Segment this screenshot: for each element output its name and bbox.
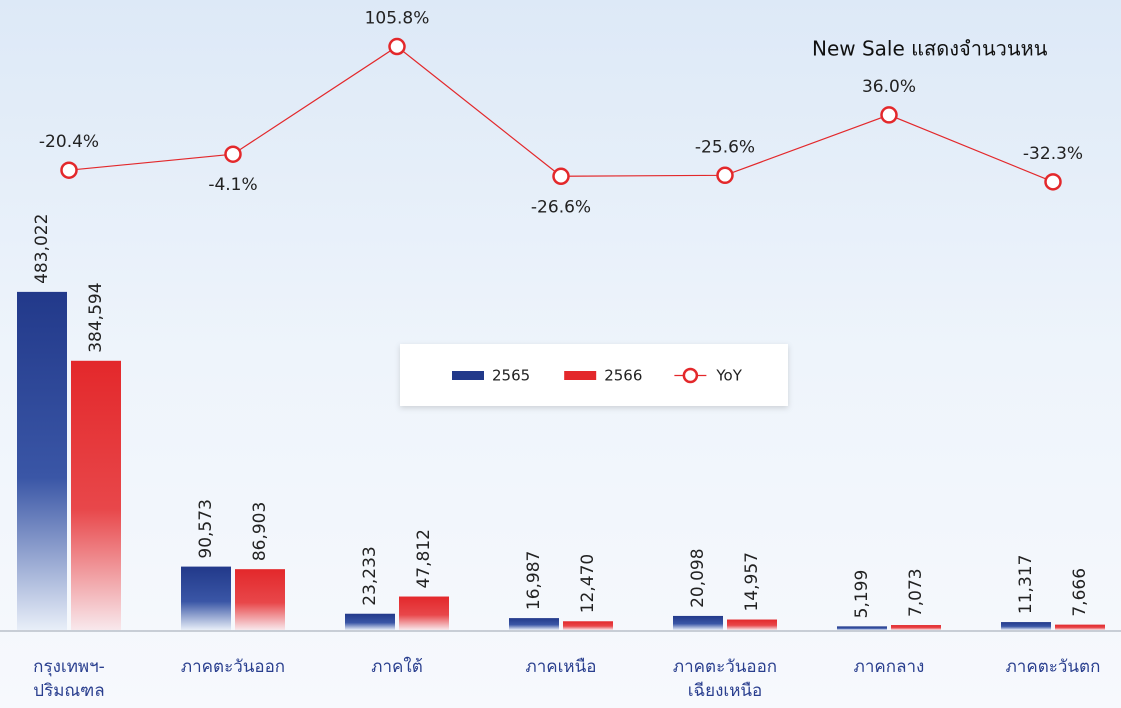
chart-title: New Sale แสดงจำนวนหน — [812, 37, 1048, 61]
yoy-value-label: -25.6% — [695, 137, 755, 157]
x-tick-label: ภาคตะวันตก — [1006, 657, 1101, 677]
bar-value-label: 47,812 — [414, 529, 434, 588]
legend: 2565 2566 YoY — [400, 344, 788, 406]
x-tick-label: ภาคตะวันออก — [181, 657, 285, 677]
bar — [891, 625, 941, 630]
bar-value-label: 16,987 — [524, 551, 544, 610]
yoy-point — [716, 166, 734, 185]
bar — [837, 626, 887, 630]
bar-value-label: 14,957 — [742, 552, 762, 611]
bar-value-label: 11,317 — [1016, 555, 1036, 614]
x-tick-label: กรุงเทพฯ- — [33, 657, 105, 677]
bar — [563, 621, 613, 630]
bar — [1001, 622, 1051, 630]
yoy-value-label: -20.4% — [39, 132, 99, 152]
legend-swatch — [452, 371, 484, 380]
yoy-point — [552, 167, 570, 186]
yoy-point — [1044, 173, 1062, 191]
bar-value-label: 20,098 — [688, 548, 708, 607]
yoy-value-label: -32.3% — [1023, 144, 1083, 164]
yoy-point — [388, 37, 406, 56]
bar-value-label: 5,199 — [852, 570, 872, 619]
legend-label: 2566 — [604, 367, 642, 385]
bar — [345, 613, 395, 630]
yoy-point — [60, 161, 78, 179]
bar — [509, 618, 559, 630]
x-tick-label: ภาคใต้ — [371, 656, 422, 677]
bar — [181, 566, 231, 630]
bar-value-label: 90,573 — [196, 499, 216, 558]
yoy-point — [224, 145, 242, 163]
bar-value-label: 86,903 — [250, 502, 270, 561]
x-tick-label: ภาคตะวันออก — [673, 657, 777, 677]
bar — [71, 360, 121, 630]
x-tick-label: ภาคเหนือ — [526, 657, 597, 677]
bar-value-label: 384,594 — [86, 282, 106, 352]
legend-label: YoY — [715, 367, 742, 385]
yoy-value-label: 105.8% — [365, 9, 430, 29]
bar-value-label: 23,233 — [360, 546, 380, 605]
bar-value-label: 7,073 — [906, 568, 926, 617]
bar — [399, 596, 449, 630]
legend-swatch — [564, 371, 597, 380]
bar — [235, 569, 285, 630]
x-tick-label: ภาคกลาง — [854, 657, 925, 677]
bar-value-label: 12,470 — [578, 554, 598, 613]
yoy-value-label: -4.1% — [208, 175, 257, 195]
legend-label: 2565 — [492, 367, 530, 385]
x-tick-label: ปริมณฑล — [33, 681, 104, 701]
yoy-value-label: -26.6% — [531, 197, 591, 217]
yoy-point — [880, 106, 898, 124]
x-tick-label: เฉียงเหนือ — [688, 681, 763, 701]
bar — [17, 291, 67, 630]
yoy-value-label: 36.0% — [862, 77, 916, 97]
bar — [1055, 624, 1105, 630]
bar-value-label: 483,022 — [32, 214, 52, 284]
bar — [673, 615, 723, 630]
legend-swatch — [682, 367, 699, 384]
bar — [727, 619, 777, 630]
bar-value-label: 7,666 — [1070, 568, 1090, 617]
